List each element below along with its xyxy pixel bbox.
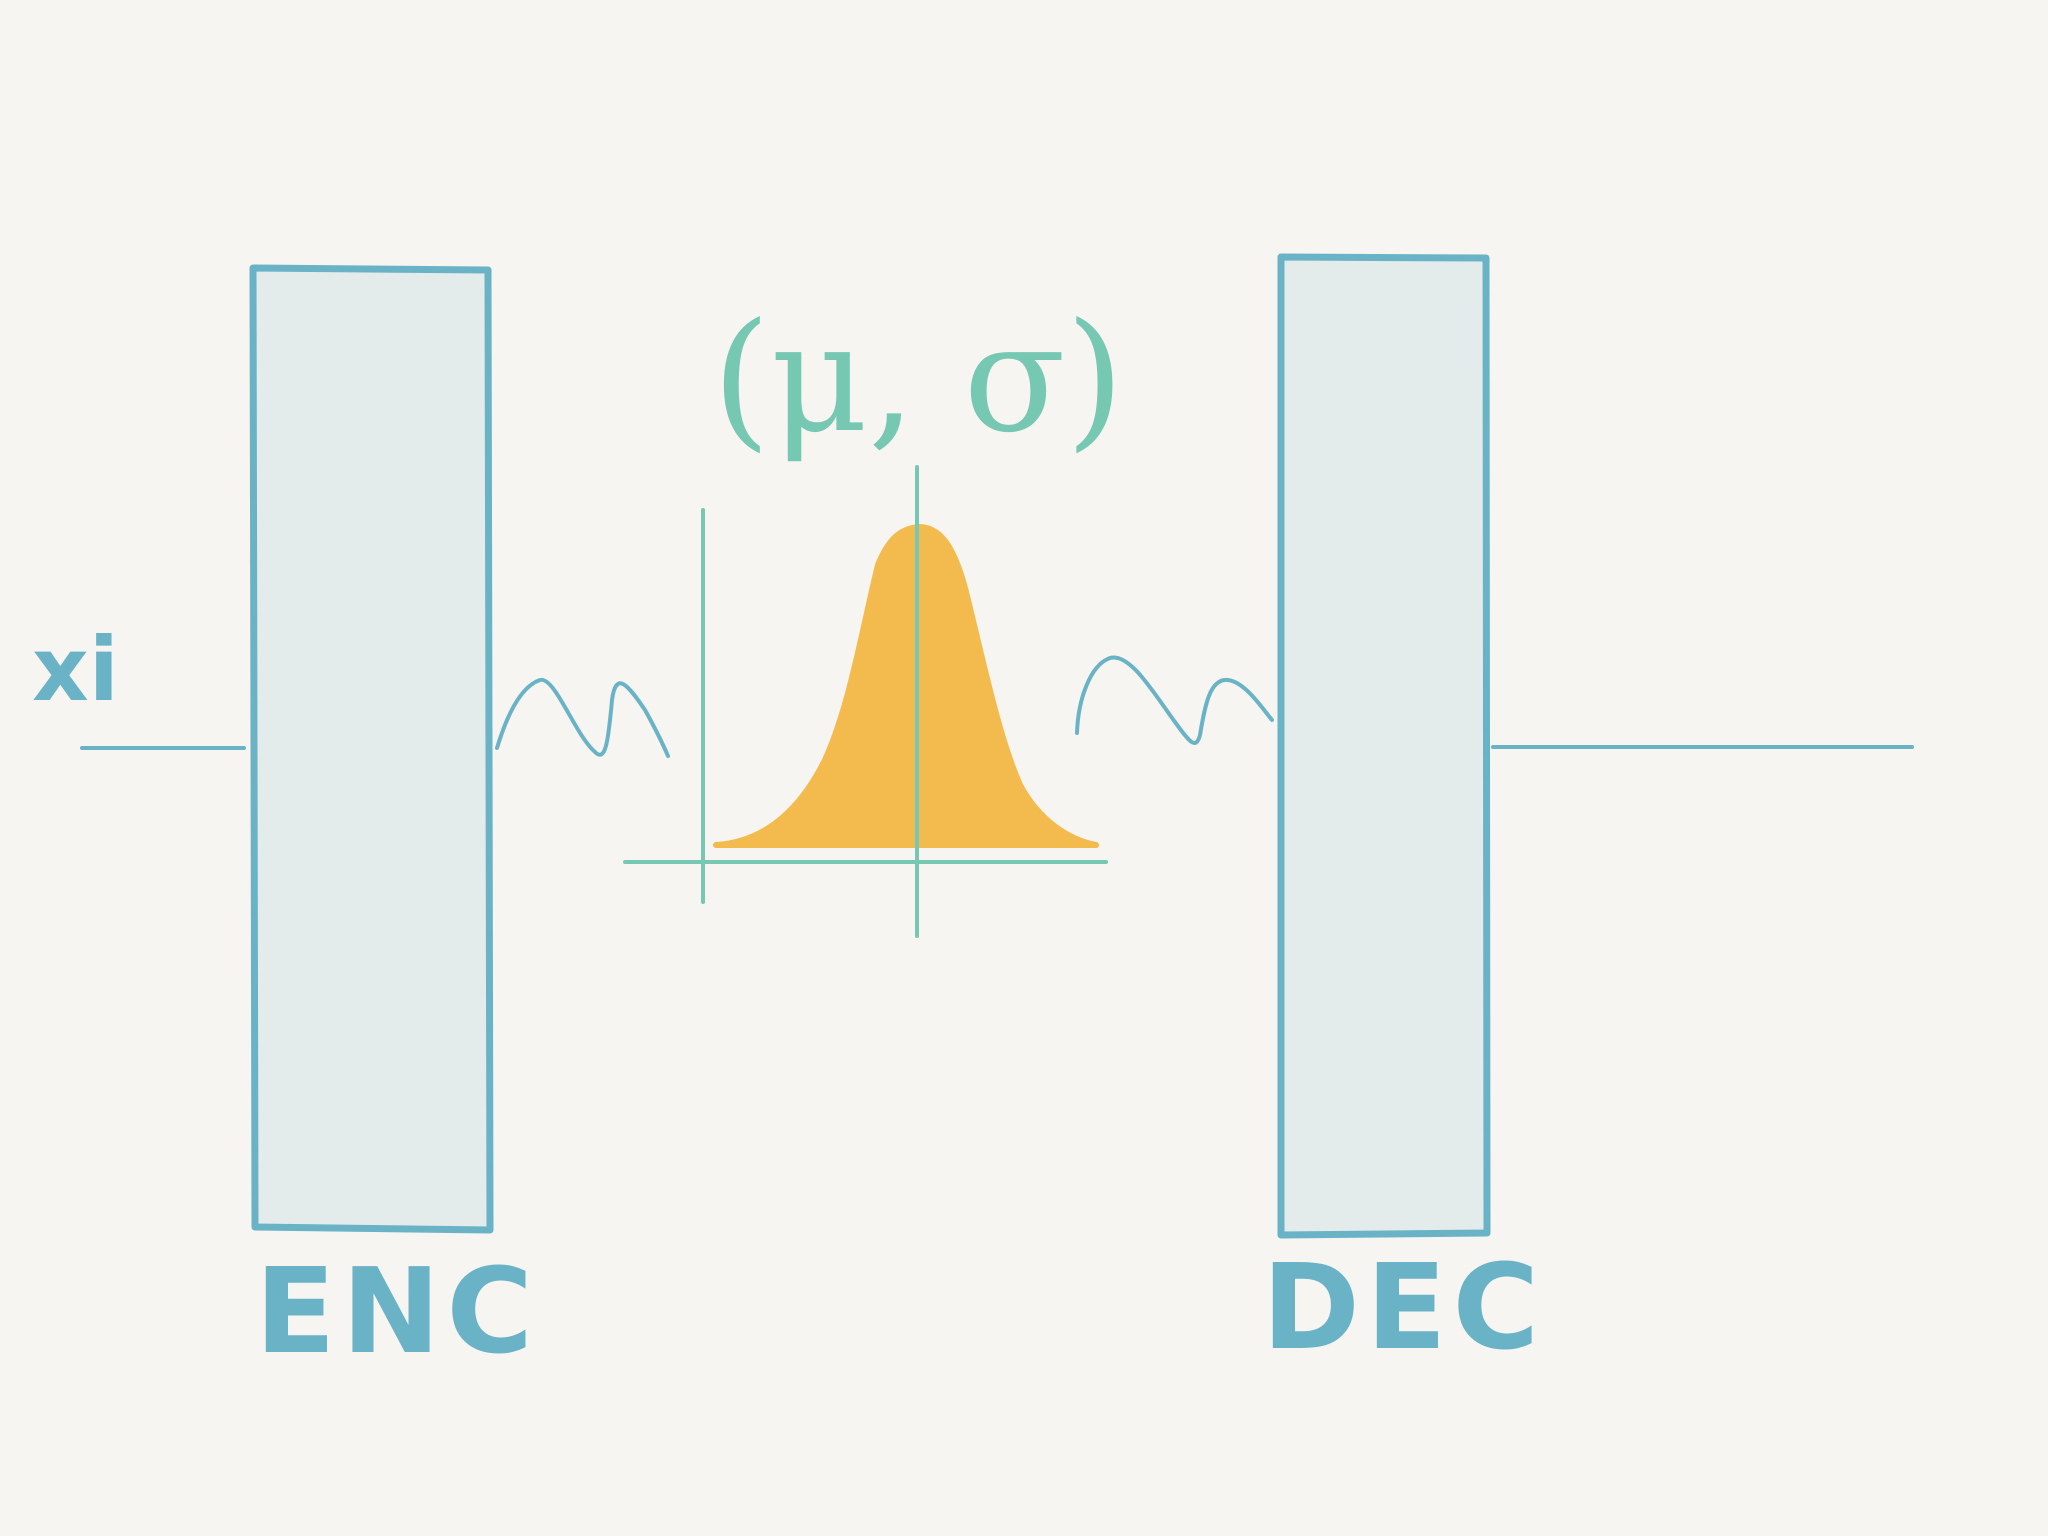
encoder-box (249, 264, 494, 1234)
decoder-box (1277, 253, 1491, 1239)
gaussian-fill (713, 524, 1099, 848)
gaussian-icon (623, 465, 1108, 938)
decoder-label: DEC (1262, 1238, 1545, 1376)
squiggle-icon-left (495, 677, 670, 758)
latent-params-label: (μ, σ) (712, 292, 1124, 466)
input-label-x: xi (32, 618, 119, 721)
squiggle-icon-right (1075, 655, 1274, 746)
encoder-label: ENC (255, 1242, 539, 1380)
input-label: xi (32, 618, 119, 721)
